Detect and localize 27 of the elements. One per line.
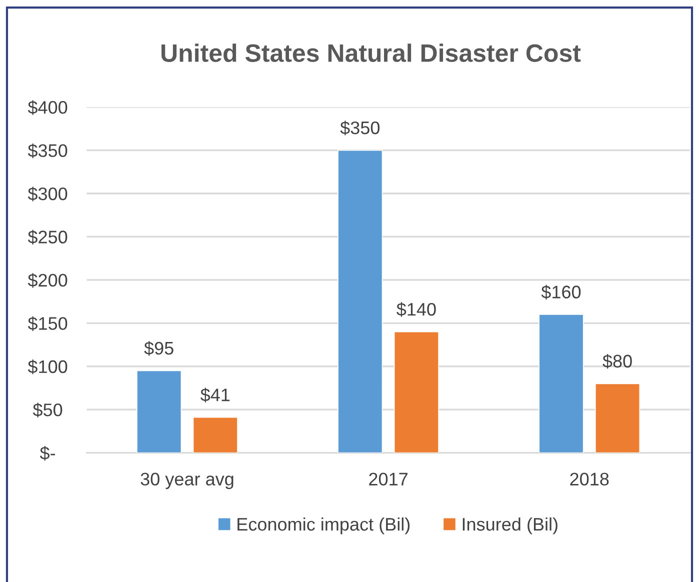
y-tick-label: $200 — [28, 273, 68, 288]
legend-label: Insured (Bil) — [462, 517, 558, 534]
y-tick-label: $50 — [32, 402, 62, 418]
data-label: $41 — [200, 388, 230, 402]
y-tick-label: $400 — [28, 100, 68, 115]
bar — [538, 314, 584, 453]
x-tick-label: 2018 — [570, 472, 609, 486]
bar — [136, 370, 182, 453]
y-tick-label: $300 — [28, 186, 68, 202]
data-label: $350 — [340, 120, 380, 136]
chart-title: United States Natural Disaster Cost — [162, 44, 581, 62]
y-tick-label: $100 — [28, 360, 68, 374]
x-tick-label: 2017 — [369, 472, 408, 486]
data-label: $140 — [396, 302, 436, 317]
y-tick-label: $- — [40, 446, 56, 461]
y-tick-label: $350 — [28, 143, 68, 158]
data-label: $160 — [541, 284, 581, 300]
data-label: $95 — [144, 341, 174, 356]
bar — [394, 331, 439, 453]
bar — [594, 383, 640, 453]
y-tick-label: $250 — [28, 230, 68, 245]
bar — [338, 150, 383, 453]
y-tick-label: $150 — [28, 316, 68, 331]
x-tick-label: 30 year avg — [140, 472, 234, 490]
legend-label: Economic impact (Bil) — [238, 517, 410, 534]
data-label: $80 — [602, 354, 632, 369]
bar — [192, 416, 238, 453]
